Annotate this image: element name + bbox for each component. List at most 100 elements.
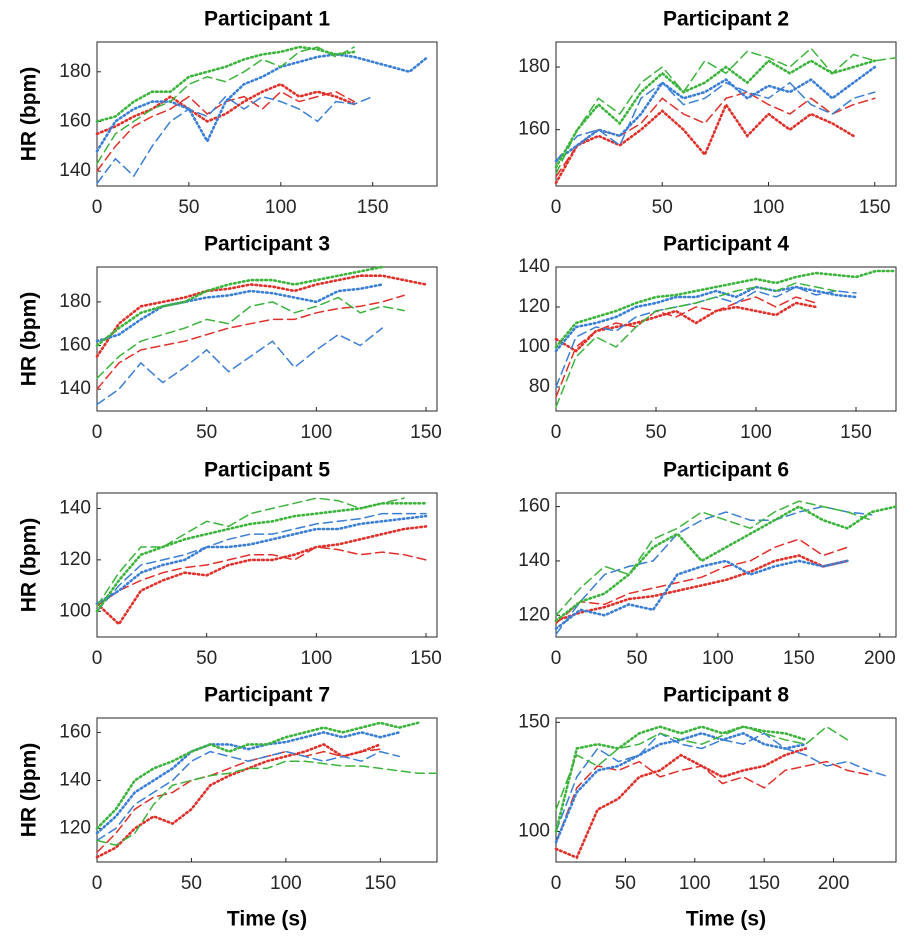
series-line <box>555 505 873 636</box>
x-tick-label: 150 <box>364 873 396 894</box>
series-line <box>554 725 808 833</box>
y-axis-label: HR (bpm) <box>18 67 41 161</box>
series-line <box>554 731 808 844</box>
axes-box <box>96 717 438 863</box>
axes-box <box>96 492 438 638</box>
series-line <box>555 732 890 833</box>
axes-box <box>96 41 438 187</box>
x-tick-label: 100 <box>702 648 734 669</box>
series-line <box>554 65 877 163</box>
chart-title: Participant 2 <box>663 8 789 31</box>
y-axis-label: HR (bpm) <box>18 518 41 612</box>
y-axis-label: HR (bpm) <box>18 743 41 837</box>
series-line <box>555 282 837 408</box>
chart-title: Participant 7 <box>204 684 330 707</box>
x-tick-label: 50 <box>645 422 666 443</box>
series-line <box>96 296 405 380</box>
x-tick-label: 0 <box>551 648 562 669</box>
x-tick-label: 100 <box>301 422 333 443</box>
series-line <box>554 285 858 353</box>
x-tick-label: 150 <box>840 422 872 443</box>
y-tick-label: 140 <box>59 378 91 399</box>
series-line <box>95 265 384 347</box>
series-line <box>96 327 383 406</box>
y-tick-label: 100 <box>59 600 91 621</box>
series-line <box>95 283 384 343</box>
x-tick-label: 150 <box>410 422 442 443</box>
series-line <box>95 53 430 153</box>
series-line <box>96 46 356 165</box>
series-line <box>555 725 849 811</box>
series-line <box>96 546 427 607</box>
axes-box <box>555 717 897 863</box>
y-tick-label: 120 <box>518 296 550 317</box>
x-tick-label: 50 <box>181 873 202 894</box>
x-tick-label: 100 <box>740 422 772 443</box>
x-tick-label: 0 <box>551 873 562 894</box>
x-tick-label: 50 <box>652 197 673 218</box>
y-tick-label: 160 <box>59 721 91 742</box>
chart-title: Participant 8 <box>663 684 789 707</box>
x-tick-label: 50 <box>196 648 217 669</box>
series-line <box>554 269 898 349</box>
x-tick-label: 100 <box>265 197 297 218</box>
series-line <box>554 301 818 353</box>
y-tick-label: 180 <box>59 291 91 312</box>
y-axis-label: HR (bpm) <box>18 292 41 386</box>
series-line <box>95 525 428 627</box>
x-tick-label: 100 <box>753 197 785 218</box>
x-tick-label: 100 <box>301 648 333 669</box>
y-tick-label: 150 <box>518 711 550 732</box>
y-tick-label: 140 <box>59 160 91 181</box>
x-tick-label: 0 <box>92 873 103 894</box>
series-line <box>95 82 356 136</box>
x-tick-label: 100 <box>270 873 302 894</box>
x-tick-label: 0 <box>92 197 103 218</box>
series-line <box>96 750 400 842</box>
x-tick-label: 150 <box>783 648 815 669</box>
y-tick-label: 160 <box>59 335 91 356</box>
series-line <box>555 296 817 398</box>
x-axis-label: Time (s) <box>227 908 307 931</box>
x-tick-label: 150 <box>410 648 442 669</box>
series-line <box>555 538 849 625</box>
chart-title: Participant 1 <box>204 8 330 31</box>
y-tick-label: 160 <box>518 119 550 140</box>
x-tick-label: 50 <box>178 197 199 218</box>
chart-title: Participant 5 <box>204 459 330 482</box>
chart-title: Participant 3 <box>204 233 330 256</box>
series-line <box>96 748 382 854</box>
y-tick-label: 160 <box>59 110 91 131</box>
series-line <box>95 45 356 123</box>
series-line <box>95 274 428 358</box>
y-tick-label: 140 <box>518 550 550 571</box>
series-line <box>95 742 382 859</box>
x-tick-label: 200 <box>818 873 850 894</box>
y-tick-label: 140 <box>59 497 91 518</box>
x-tick-label: 0 <box>92 422 103 443</box>
series-line <box>96 294 405 390</box>
x-tick-label: 0 <box>551 197 562 218</box>
series-line <box>95 502 428 613</box>
series-line <box>555 500 873 617</box>
series-line <box>96 95 374 185</box>
series-line <box>95 731 401 835</box>
series-line <box>554 554 849 622</box>
series-line <box>95 514 428 605</box>
series-line <box>95 721 420 830</box>
x-tick-label: 100 <box>679 873 711 894</box>
series-line <box>554 101 855 185</box>
series-line <box>555 286 857 388</box>
y-tick-label: 160 <box>518 496 550 517</box>
x-tick-label: 50 <box>615 873 636 894</box>
chart-title: Participant 6 <box>663 459 789 482</box>
series-line <box>96 760 438 847</box>
series-line <box>554 559 849 631</box>
y-tick-label: 120 <box>59 549 91 570</box>
axes-box <box>96 266 438 412</box>
x-tick-label: 200 <box>864 648 896 669</box>
series-line <box>554 747 808 860</box>
axes-box <box>555 41 897 187</box>
series-line <box>554 59 877 169</box>
